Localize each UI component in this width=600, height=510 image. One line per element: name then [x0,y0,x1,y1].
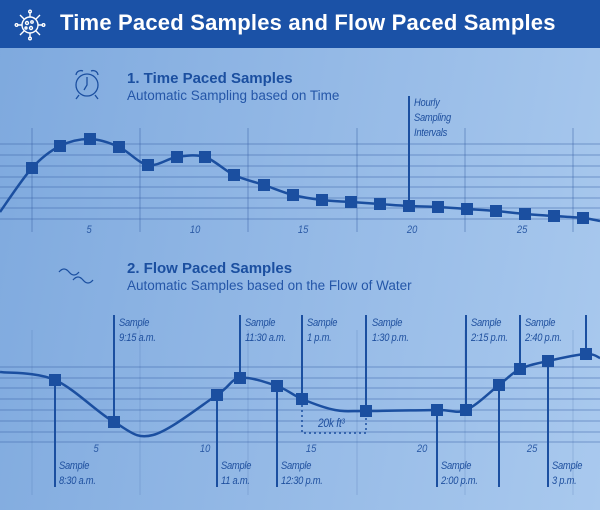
flow-sample-marker [493,379,505,391]
time-sample-marker [258,179,270,191]
flow-sample-marker [296,393,308,405]
volume-bracket [301,405,367,434]
time-sample-marker [403,200,415,212]
flow-sample-marker [580,348,592,360]
time-paced-curve [0,137,600,223]
alarm-clock-icon [75,69,99,100]
flow-sample-marker [431,404,443,416]
x-tick-label: 20 [416,443,428,455]
time-sample-marker [490,205,502,217]
x-tick-label: 25 [526,443,538,455]
hourly-annotation: Hourly Sampling Intervals [414,97,451,139]
sample-label-below: Sample 3 p.m. [552,460,583,487]
flow-sample-marker [271,380,283,392]
header: Time Paced Samples and Flow Paced Sample… [0,0,600,48]
x-tick-label: 15 [305,443,317,455]
sample-label-below: Sample 2:00 p.m. [441,460,478,487]
flow-sample-marker [49,374,61,386]
flow-sample-marker [234,372,246,384]
x-tick-label: 10 [189,224,201,236]
time-sample-marker [287,189,299,201]
time-sample-marker [519,208,531,220]
sample-label-above: Sample 11:30 a.m. [245,317,286,344]
flow-sample-marker [360,405,372,417]
sample-label-below: Sample 12:30 p.m. [281,460,323,487]
section1-subtitle: Automatic Sampling based on Time [127,88,340,103]
flow-sample-marker [514,363,526,375]
time-sample-marker [228,169,240,181]
sample-label-below: Sample 8:30 a.m. [59,460,96,487]
sample-label-above: Sample 2:40 p.m. [525,317,562,344]
sample-label-below: Sample 11 a.m. [221,460,252,487]
section2-subtitle: Automatic Samples based on the Flow of W… [127,278,412,293]
time-sample-marker [577,212,589,224]
time-sample-marker [171,151,183,163]
time-sample-marker [374,198,386,210]
time-sample-marker [84,133,96,145]
flow-sample-marker [108,416,120,428]
time-sample-marker [26,162,38,174]
x-tick-label: 10 [199,443,211,455]
sample-label-above: Sample 2:15 p.m. [471,317,508,344]
time-sample-marker [54,140,66,152]
time-sample-marker [432,201,444,213]
time-sample-marker [461,203,473,215]
page-title: Time Paced Samples and Flow Paced Sample… [60,10,556,35]
x-tick-label: 20 [406,224,418,236]
x-tick-label: 5 [93,443,99,455]
flow-sample-marker [460,404,472,416]
sample-label-above: Sample 9:15 a.m. [119,317,156,344]
virus-icon [14,9,46,41]
section2-title: 2. Flow Paced Samples [127,260,293,277]
flow-sample-marker [542,355,554,367]
x-tick-label: 25 [516,224,528,236]
time-sample-marker [142,159,154,171]
time-sample-marker [113,141,125,153]
flow-sample-marker [211,389,223,401]
sample-label-above: Sample 1 p.m. [307,317,338,344]
time-sample-marker [199,151,211,163]
time-sample-marker [548,210,560,222]
sample-label-above: Sample 1:30 p.m. [372,317,409,344]
section1-title: 1. Time Paced Samples [127,70,293,87]
volume-label: 20k ft³ [318,416,345,430]
time-sample-marker [316,194,328,206]
time-sample-marker [345,196,357,208]
x-tick-label: 5 [86,224,92,236]
x-tick-label: 15 [297,224,309,236]
water-waves-icon [58,268,94,284]
